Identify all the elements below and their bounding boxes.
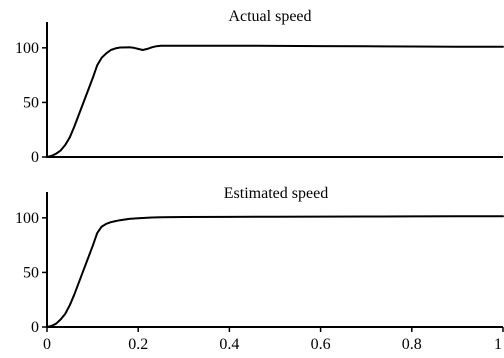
- chart-title: Estimated speed: [224, 185, 328, 202]
- series-line-1: [46, 44, 504, 158]
- y-tick-label: 0: [31, 149, 39, 166]
- x-tick-label: 0.2: [128, 336, 148, 353]
- y-tick-label: 50: [23, 264, 39, 281]
- y-tick-label: 0: [31, 319, 39, 336]
- y-tick-label: 100: [15, 40, 39, 57]
- x-tick-label: 0: [43, 336, 51, 353]
- x-tick-label: 0.6: [311, 336, 331, 353]
- x-tick-label: 0.8: [402, 336, 422, 353]
- x-tick-label: 0.4: [219, 336, 239, 353]
- y-tick-label: 100: [15, 210, 39, 227]
- x-tick-label: 1: [494, 336, 502, 353]
- chart-title: Actual speed: [228, 8, 311, 25]
- chart-panel-1: Actual speed 0 50 100: [15, 8, 504, 166]
- chart-panel-2: Estimated speed 0 50 100 0 0.2 0.4 0.6 0.8 1: [15, 185, 504, 353]
- y-tick-label: 50: [23, 94, 39, 111]
- series-line-1: [46, 215, 504, 328]
